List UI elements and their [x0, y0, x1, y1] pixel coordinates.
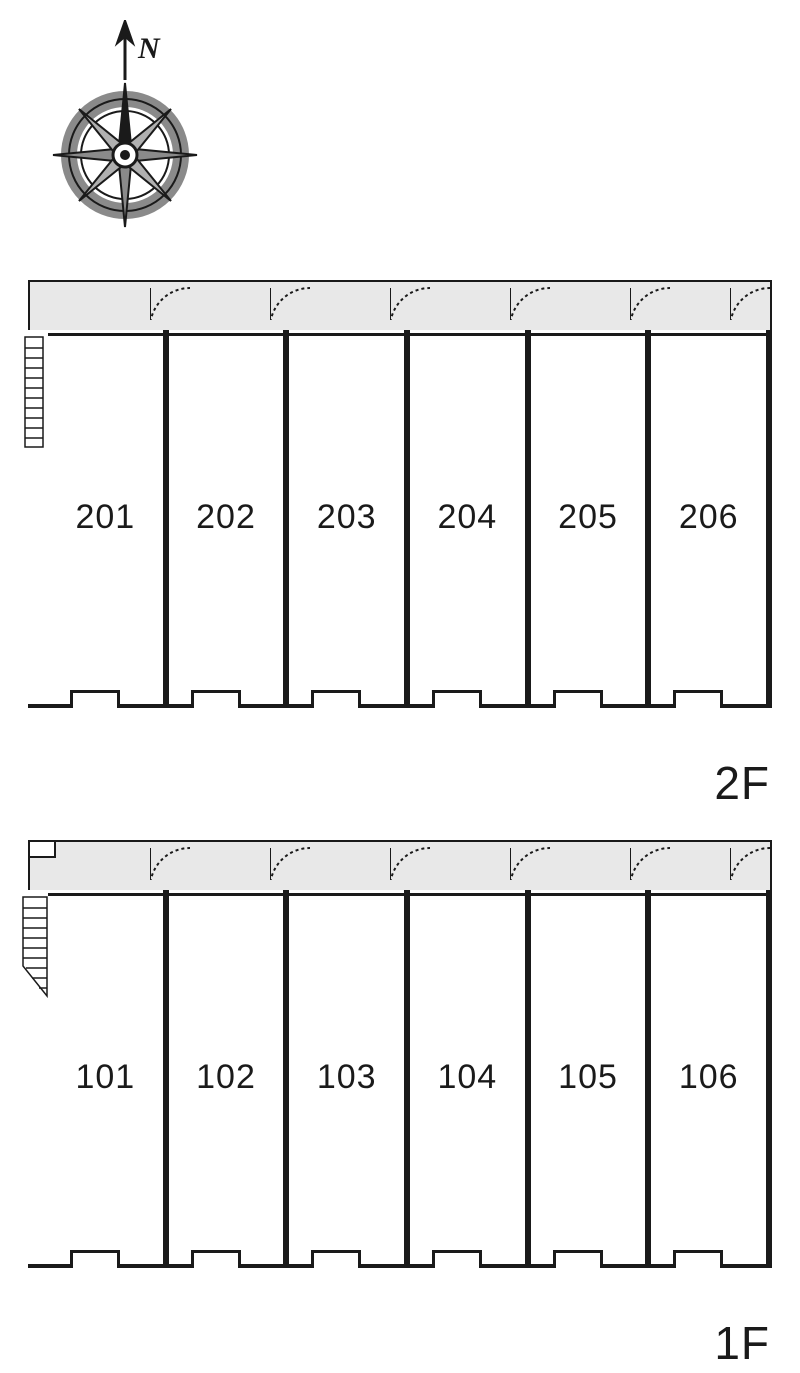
unit-label: 201	[75, 498, 135, 537]
unit-label: 106	[679, 1058, 739, 1097]
floor-1-label: 1F	[714, 1316, 770, 1370]
unit-label: 105	[558, 1058, 618, 1097]
unit-202: 202	[169, 330, 290, 704]
unit-201: 201	[48, 330, 169, 704]
unit-103: 103	[289, 890, 410, 1264]
unit-104: 104	[410, 890, 531, 1264]
unit-105: 105	[531, 890, 652, 1264]
floor-2-stairs	[28, 330, 48, 704]
unit-label: 103	[317, 1058, 377, 1097]
unit-label: 202	[196, 498, 256, 537]
unit-label: 104	[437, 1058, 497, 1097]
unit-label: 205	[558, 498, 618, 537]
unit-203: 203	[289, 330, 410, 704]
floor-1-corridor	[28, 840, 772, 890]
unit-label: 206	[679, 498, 739, 537]
compass-label: N	[137, 32, 161, 65]
floor-2-corridor	[28, 280, 772, 330]
unit-label: 101	[75, 1058, 135, 1097]
floor-1-block: 101 102 103 104 105 106	[28, 840, 772, 1268]
floor-1-units: 101 102 103 104 105 106	[28, 890, 772, 1268]
floor-2-label: 2F	[714, 756, 770, 810]
unit-label: 203	[317, 498, 377, 537]
unit-106: 106	[651, 890, 772, 1264]
unit-205: 205	[531, 330, 652, 704]
unit-206: 206	[651, 330, 772, 704]
floor-1-stairs	[28, 890, 48, 1264]
unit-label: 204	[437, 498, 497, 537]
unit-101: 101	[48, 890, 169, 1264]
unit-102: 102	[169, 890, 290, 1264]
unit-label: 102	[196, 1058, 256, 1097]
floor-2-block: 201 202 203 204 205 206	[28, 280, 772, 708]
unit-204: 204	[410, 330, 531, 704]
compass: N	[40, 20, 210, 245]
floor-2-units: 201 202 203 204 205 206	[28, 330, 772, 708]
